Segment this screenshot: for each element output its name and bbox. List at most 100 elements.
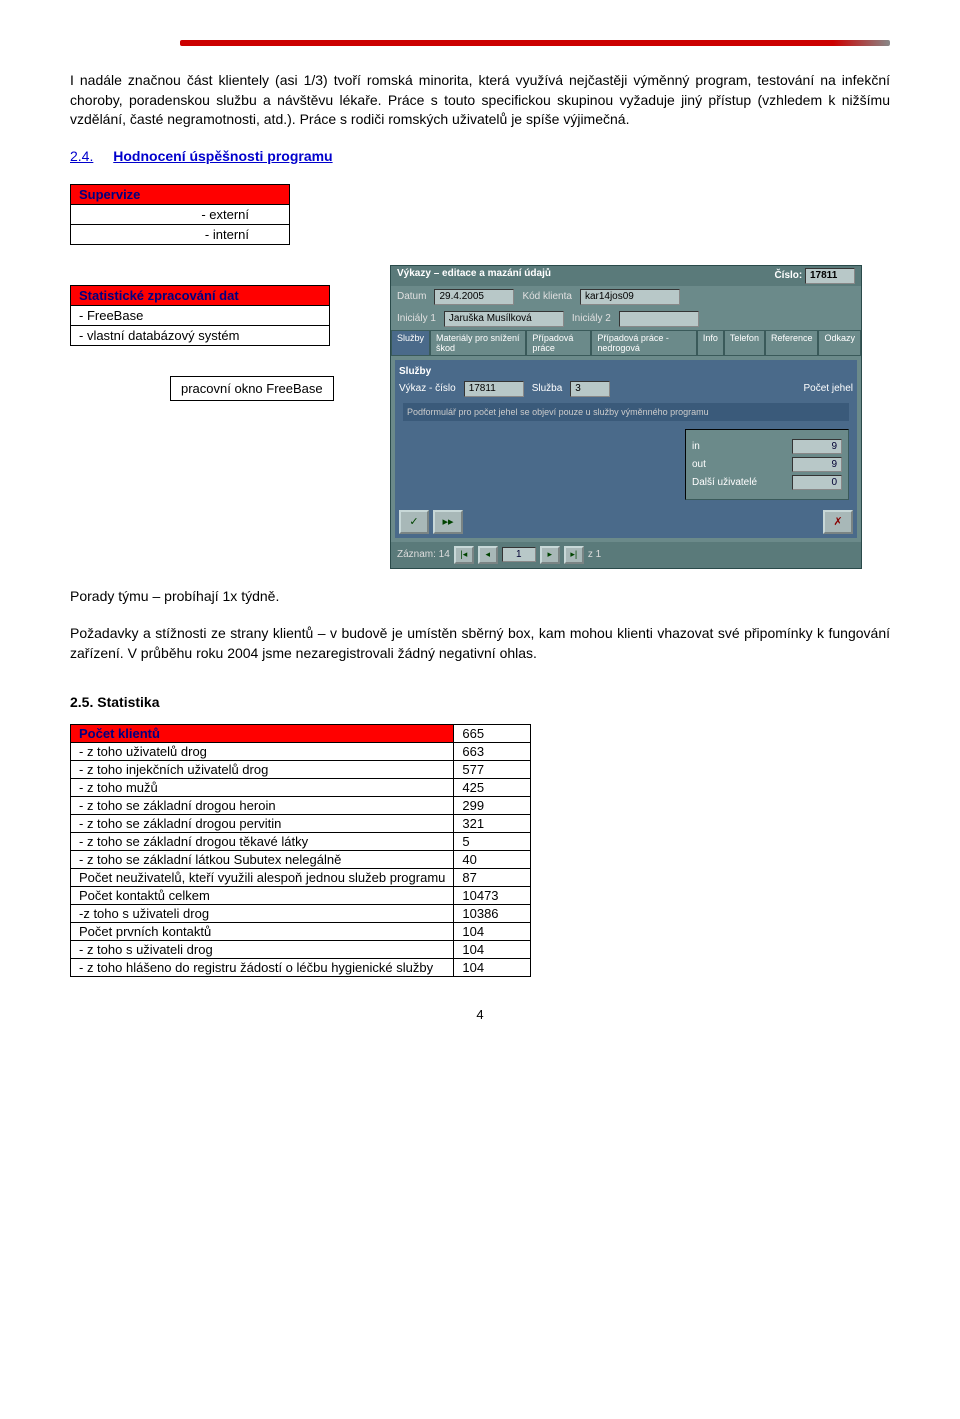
nav-next-button[interactable]: ▸ bbox=[540, 546, 560, 564]
in-label: in bbox=[692, 441, 700, 452]
stat-row-val: 577 bbox=[454, 760, 531, 778]
supervize-table: Supervize - externí - interní bbox=[70, 184, 290, 245]
window-titlebar: Výkazy – editace a mazání údajů Číslo: 1… bbox=[391, 266, 861, 286]
right-column: Výkazy – editace a mazání údajů Číslo: 1… bbox=[390, 265, 890, 569]
tab-sluzby[interactable]: Služby bbox=[391, 330, 430, 356]
sluzby-heading: Služby bbox=[399, 364, 853, 379]
window-cislo: Číslo: 17811 bbox=[774, 268, 855, 284]
section-2-4-heading: 2.4. Hodnocení úspěšnosti programu bbox=[70, 148, 890, 164]
podform-note: Podformulář pro počet jehel se objeví po… bbox=[403, 403, 849, 421]
inicialy1-label: Iniciály 1 bbox=[397, 313, 436, 324]
jehly-box: in 9 out 9 Další uživatelé 0 bbox=[685, 429, 849, 500]
sluzba-label: Služba bbox=[532, 383, 563, 394]
record-nav: Záznam: 14 |◂ ◂ 1 ▸ ▸| z 1 bbox=[391, 542, 861, 568]
nav-prev-button[interactable]: ◂ bbox=[478, 546, 498, 564]
stat-row-label: - z toho uživatelů drog bbox=[71, 742, 454, 760]
page-number: 4 bbox=[70, 1007, 890, 1022]
tab-odkazy[interactable]: Odkazy bbox=[818, 330, 861, 356]
stat-row-label: - z toho se základní drogou těkavé látky bbox=[71, 832, 454, 850]
stat-row-label: - z toho se základní drogou heroin bbox=[71, 796, 454, 814]
tab-reference[interactable]: Reference bbox=[765, 330, 819, 356]
two-column-layout: Statistické zpracování dat - FreeBase - … bbox=[70, 265, 890, 569]
tab-materialy[interactable]: Materiály pro snížení škod bbox=[430, 330, 526, 356]
stat-row-val: 321 bbox=[454, 814, 531, 832]
in-row: in 9 bbox=[692, 439, 842, 454]
stat-row-val: 104 bbox=[454, 958, 531, 976]
stat-row-label: Počet kontaktů celkem bbox=[71, 886, 454, 904]
stat-row-label: - z toho hlášeno do registru žádostí o l… bbox=[71, 958, 454, 976]
record-num-field[interactable]: 1 bbox=[502, 547, 536, 562]
supervize-row: - externí bbox=[71, 204, 290, 224]
cislo-label: Číslo: bbox=[774, 270, 802, 281]
sluzby-panel: Služby Výkaz - číslo 17811 Služba 3 Poče… bbox=[395, 360, 857, 538]
nav-first-button[interactable]: |◂ bbox=[454, 546, 474, 564]
zaznam-total: z 1 bbox=[588, 549, 601, 560]
stat-row-val: 104 bbox=[454, 940, 531, 958]
section-number: 2.4. bbox=[70, 148, 93, 164]
tab-pripadova[interactable]: Případová práce bbox=[526, 330, 591, 356]
stat-row-label: Počet neuživatelů, kteří využili alespoň… bbox=[71, 868, 454, 886]
stat-row-val: 299 bbox=[454, 796, 531, 814]
porady-paragraph: Porady týmu – probíhají 1x týdně. bbox=[70, 587, 890, 607]
cancel-button[interactable]: ✗ bbox=[823, 510, 853, 534]
stat-row-label: - z toho se základní látkou Subutex nele… bbox=[71, 850, 454, 868]
inicialy2-field[interactable] bbox=[619, 311, 699, 327]
kodklienta-field[interactable]: kar14jos09 bbox=[580, 289, 680, 305]
nav-last-button[interactable]: ▸| bbox=[564, 546, 584, 564]
stat-row-label: - z toho se základní drogou pervitin bbox=[71, 814, 454, 832]
stat-zprac-header: Statistické zpracování dat bbox=[71, 285, 330, 305]
stat-row-val: 87 bbox=[454, 868, 531, 886]
stat-row-val: 10386 bbox=[454, 904, 531, 922]
document-page: I nadále značnou část klientely (asi 1/3… bbox=[0, 0, 960, 1052]
stat-row-label: -z toho s uživateli drog bbox=[71, 904, 454, 922]
kodklienta-label: Kód klienta bbox=[522, 291, 571, 302]
stat-row-val: 40 bbox=[454, 850, 531, 868]
inicialy1-field[interactable]: Jaruška Musílková bbox=[444, 311, 564, 327]
pocetjehel-label: Počet jehel bbox=[804, 383, 853, 394]
pozadavky-paragraph: Požadavky a stížnosti ze strany klientů … bbox=[70, 624, 890, 663]
stat-row-val: 10473 bbox=[454, 886, 531, 904]
stat-row-val: 663 bbox=[454, 742, 531, 760]
inicialy2-label: Iniciály 2 bbox=[572, 313, 611, 324]
supervize-row: - interní bbox=[71, 224, 290, 244]
stat-row-label: - z toho injekčních uživatelů drog bbox=[71, 760, 454, 778]
vykaz-row: Výkaz - číslo 17811 Služba 3 Počet jehel bbox=[399, 379, 853, 399]
in-field[interactable]: 9 bbox=[792, 439, 842, 454]
stat-header-value: 665 bbox=[454, 724, 531, 742]
stat-row-label: - z toho s uživateli drog bbox=[71, 940, 454, 958]
freebase-caption: pracovní okno FreeBase bbox=[170, 376, 334, 401]
out-label: out bbox=[692, 459, 706, 470]
statistics-table: Počet klientů 665 - z toho uživatelů dro… bbox=[70, 724, 531, 977]
stat-zprac-row: - vlastní databázový systém bbox=[71, 325, 330, 345]
top-divider bbox=[180, 40, 890, 46]
freebase-window: Výkazy – editace a mazání údajů Číslo: 1… bbox=[390, 265, 862, 569]
out-field[interactable]: 9 bbox=[792, 457, 842, 472]
vykaz-label: Výkaz - číslo bbox=[399, 383, 456, 394]
window-title: Výkazy – editace a mazání údajů bbox=[397, 268, 551, 284]
stat-row-val: 104 bbox=[454, 922, 531, 940]
section-2-5-text: 2.5. Statistika bbox=[70, 694, 160, 710]
dalsi-row: Další uživatelé 0 bbox=[692, 475, 842, 490]
next-button[interactable]: ▸▸ bbox=[433, 510, 463, 534]
intro-paragraph: I nadále značnou část klientely (asi 1/3… bbox=[70, 71, 890, 130]
tab-telefon[interactable]: Telefon bbox=[724, 330, 765, 356]
stat-row-label: Počet prvních kontaktů bbox=[71, 922, 454, 940]
left-column: Statistické zpracování dat - FreeBase - … bbox=[70, 265, 370, 401]
out-row: out 9 bbox=[692, 457, 842, 472]
dalsi-field[interactable]: 0 bbox=[792, 475, 842, 490]
row-datum: Datum 29.4.2005 Kód klienta kar14jos09 bbox=[391, 286, 861, 308]
stat-row-val: 5 bbox=[454, 832, 531, 850]
sluzba-field[interactable]: 3 bbox=[570, 381, 610, 397]
vykaz-field[interactable]: 17811 bbox=[464, 381, 524, 397]
tab-bar: Služby Materiály pro snížení škod Případ… bbox=[391, 330, 861, 356]
tab-pripadova-nedrog[interactable]: Případová práce - nedrogová bbox=[591, 330, 697, 356]
ok-button[interactable]: ✓ bbox=[399, 510, 429, 534]
cislo-field[interactable]: 17811 bbox=[805, 268, 855, 284]
dalsi-label: Další uživatelé bbox=[692, 477, 757, 488]
supervize-header: Supervize bbox=[71, 184, 290, 204]
datum-field[interactable]: 29.4.2005 bbox=[434, 289, 514, 305]
stat-header-label: Počet klientů bbox=[71, 724, 454, 742]
tab-info[interactable]: Info bbox=[697, 330, 724, 356]
zaznam-label: Záznam: 14 bbox=[397, 549, 450, 560]
stat-zprac-table: Statistické zpracování dat - FreeBase - … bbox=[70, 285, 330, 346]
